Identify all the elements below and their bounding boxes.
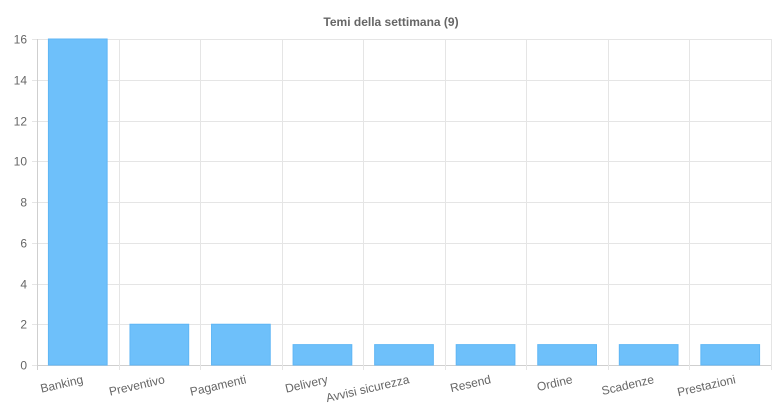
y-tick-label: 6 <box>20 237 27 251</box>
bar-ordine[interactable] <box>537 344 597 366</box>
x-tick-label: Avvisi sicurezza <box>325 372 411 405</box>
y-tick-label: 4 <box>20 278 27 292</box>
bar-resend[interactable] <box>455 344 516 366</box>
y-tick-label: 8 <box>20 196 27 210</box>
x-tick-label: Prestazioni <box>676 372 737 399</box>
bar-delivery[interactable] <box>292 344 353 366</box>
x-tick-label: Ordine <box>536 372 575 394</box>
grid-lines <box>32 39 772 370</box>
y-tick-label: 10 <box>14 155 28 169</box>
y-axis-ticks: 0 2 4 6 8 10 12 14 16 <box>14 33 28 373</box>
y-tick-label: 14 <box>14 74 28 88</box>
bars <box>47 38 761 366</box>
bar-banking[interactable] <box>47 38 108 366</box>
x-axis-ticks: Banking Preventivo Pagamenti DeliveryAvvisi… <box>39 372 737 405</box>
x-tick-label: Resend <box>449 372 492 395</box>
y-tick-label: 16 <box>14 33 28 47</box>
y-tick-label: 0 <box>20 359 27 373</box>
x-tick-label: Preventivo <box>108 372 167 398</box>
chart-title: Temi della settimana (9) <box>323 15 458 29</box>
bar-preventivo[interactable] <box>129 323 190 366</box>
x-tick-label: Delivery <box>284 372 329 395</box>
bar-avvisi-sicurezza[interactable] <box>374 344 434 366</box>
x-tick-label: Pagamenti <box>189 372 248 399</box>
y-tick-label: 2 <box>20 318 27 332</box>
x-tick-label: Scadenze <box>600 372 655 398</box>
x-tick-label: Banking <box>39 372 84 395</box>
bar-pagamenti[interactable] <box>211 323 271 366</box>
bar-prestazioni[interactable] <box>700 344 761 366</box>
y-tick-label: 12 <box>14 115 28 129</box>
bar-scadenze[interactable] <box>618 344 679 366</box>
